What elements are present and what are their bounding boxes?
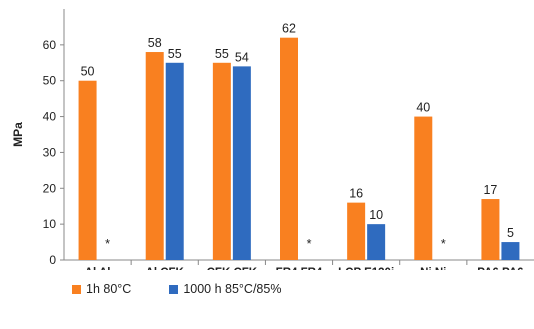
bar <box>414 116 433 260</box>
legend-label-series-1: 1h 80°C <box>86 282 132 296</box>
data-label: 5 <box>507 226 514 240</box>
y-tick-label: 0 <box>49 253 56 267</box>
bar <box>165 62 184 261</box>
bar <box>347 202 366 260</box>
chart-bars <box>78 37 520 261</box>
legend-label-series-2: 1000 h 85°C/85% <box>183 282 282 296</box>
missing-value-marker: * <box>441 237 446 251</box>
data-label: 50 <box>81 65 95 79</box>
chart-labels: Al Al 50 * Al CFK 58 55 CFK CFK 55 54 FR4 FR4 62 * L… <box>81 22 524 270</box>
bar-chart: 0 10 20 30 40 50 60 MPa Al Al 50 * Al CFK 58 55 CFK C… <box>11 9 534 270</box>
y-tick-label: 50 <box>43 74 57 88</box>
missing-value-marker: * <box>307 237 312 251</box>
x-category-label: LCP E130i <box>338 267 394 270</box>
data-label: 55 <box>215 47 229 61</box>
y-tick-label: 20 <box>43 181 57 195</box>
data-label: 62 <box>282 22 296 36</box>
data-label: 54 <box>235 50 249 64</box>
legend: 1h 80°C 1000 h 85°C/85% <box>72 282 281 296</box>
y-tick-label: 30 <box>43 145 57 159</box>
x-category-label: PA6 PA6 <box>477 267 523 270</box>
x-category-label: FR4 FR4 <box>276 267 323 270</box>
bar <box>481 199 500 260</box>
bar <box>212 62 231 261</box>
x-category-label: Al Al <box>85 267 111 270</box>
data-label: 10 <box>369 208 383 222</box>
bar <box>501 242 520 260</box>
bar <box>78 80 97 260</box>
bar <box>367 224 386 260</box>
data-label: 55 <box>168 47 182 61</box>
x-category-label: CFK CFK <box>207 267 258 270</box>
y-tick-label: 10 <box>43 217 57 231</box>
y-tick-label: 60 <box>43 38 57 52</box>
legend-item-series-2: 1000 h 85°C/85% <box>169 282 281 296</box>
y-tick-label: 40 <box>43 110 57 124</box>
x-category-label: Al CFK <box>146 267 185 270</box>
data-label: 16 <box>349 187 363 201</box>
legend-swatch-series-1 <box>72 284 81 294</box>
legend-swatch-series-2 <box>169 284 179 294</box>
bar <box>145 52 164 261</box>
data-label: 17 <box>483 183 497 197</box>
chart-axes: 0 10 20 30 40 50 60 MPa <box>11 9 534 267</box>
bar <box>232 66 251 260</box>
legend-item-series-1: 1h 80°C <box>72 282 131 296</box>
bar <box>280 37 298 260</box>
data-label: 58 <box>148 36 162 50</box>
missing-value-marker: * <box>105 237 110 251</box>
x-category-label: Ni Ni <box>420 267 446 270</box>
y-axis-label: MPa <box>11 122 25 147</box>
data-label: 40 <box>416 101 430 115</box>
